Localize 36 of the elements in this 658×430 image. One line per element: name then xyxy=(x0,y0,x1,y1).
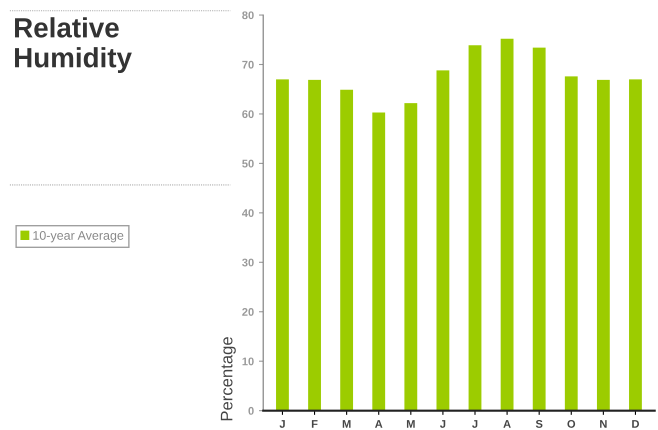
y-tick-label: 10 xyxy=(242,357,254,366)
x-tick-label: O xyxy=(567,420,576,428)
bar xyxy=(564,76,578,411)
bar xyxy=(500,38,514,411)
bar xyxy=(436,70,450,411)
bar xyxy=(596,80,610,411)
x-tick-label: M xyxy=(342,420,351,428)
x-tick-label: F xyxy=(312,420,318,428)
bar xyxy=(372,112,386,411)
bar xyxy=(308,80,321,411)
bar xyxy=(276,79,289,411)
x-tick-label: M xyxy=(406,420,415,428)
y-tick-label: 20 xyxy=(242,308,254,316)
x-tick-label: A xyxy=(503,420,511,428)
x-tick-label: D xyxy=(632,420,639,428)
bar xyxy=(340,90,354,411)
x-tick-label: S xyxy=(536,420,542,428)
y-tick-label: 0 xyxy=(248,406,254,415)
y-tick-label: 60 xyxy=(242,110,254,118)
x-tick-label: J xyxy=(472,420,478,428)
y-tick-label: 80 xyxy=(242,11,254,20)
legend-label: 10-year Average xyxy=(33,231,124,242)
x-tick-label: N xyxy=(600,420,607,428)
x-tick-label: J xyxy=(440,420,446,428)
y-tick-label: 30 xyxy=(242,258,254,266)
bar xyxy=(629,79,642,411)
x-tick-label: A xyxy=(374,420,382,428)
y-tick-label: 40 xyxy=(242,209,254,217)
bar xyxy=(468,45,482,411)
y-tick-label: 70 xyxy=(242,60,254,69)
y-tick-label: 50 xyxy=(242,160,254,168)
text: Relative Humidity xyxy=(15,17,132,74)
x-tick-label: J xyxy=(280,420,285,428)
y-axis-title: Percentage xyxy=(220,337,236,420)
bar xyxy=(532,48,546,411)
bar xyxy=(404,103,418,411)
